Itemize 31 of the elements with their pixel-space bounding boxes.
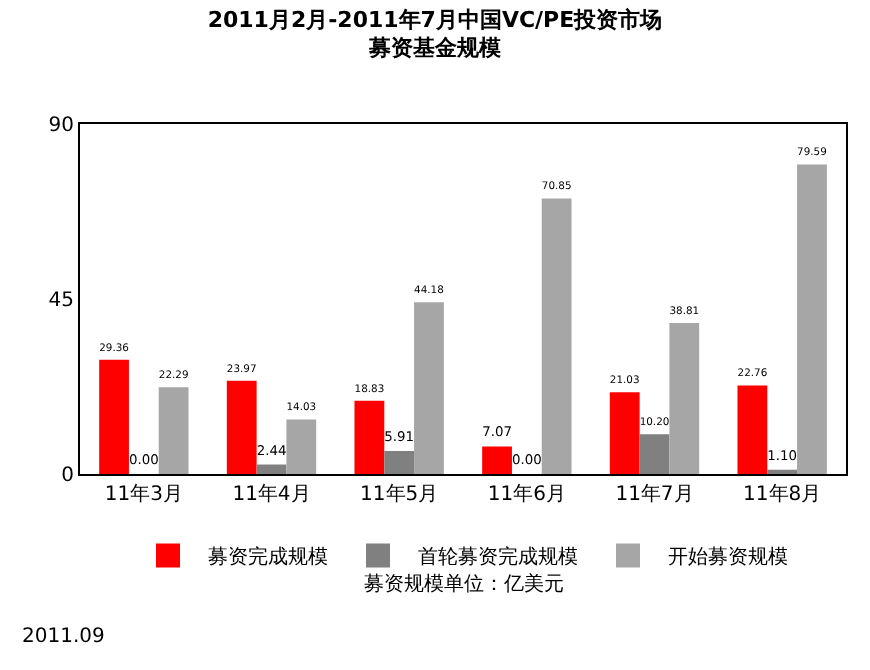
- bar: [99, 359, 129, 474]
- x-tick-label: 11年6月: [487, 482, 566, 506]
- bar: [737, 385, 768, 474]
- legend-label: 开始募资规模: [668, 545, 788, 570]
- bar: [609, 392, 640, 474]
- bar: [797, 164, 827, 474]
- x-tick-label: 11年4月: [232, 482, 311, 506]
- x-tick-label: 11年8月: [743, 482, 822, 506]
- legend-label: 首轮募资完成规模: [418, 545, 578, 570]
- chart-subtitle: 募资基金规模: [367, 35, 503, 62]
- bar: [669, 323, 700, 474]
- x-tick-label: 11年7月: [615, 482, 694, 506]
- text: 募资规模单位：亿美元: [364, 572, 564, 596]
- bar: [384, 451, 415, 474]
- legend-label: 募资完成规模: [208, 545, 328, 570]
- bar: [226, 380, 257, 474]
- x-tick-label: 11年3月: [104, 482, 183, 506]
- bar: [541, 198, 572, 474]
- bar: [286, 419, 317, 474]
- bar: [414, 302, 444, 474]
- bar: [354, 400, 385, 474]
- bar: [158, 387, 189, 474]
- bar: [482, 446, 512, 474]
- x-tick-label: 11年5月: [360, 482, 439, 506]
- bar: [256, 464, 287, 474]
- y-tick-label: 90: [48, 115, 74, 137]
- text: 2011.09: [22, 626, 105, 648]
- chart-title: 2011月2月-2011年7月中国VC/PE投资市场: [207, 6, 663, 33]
- y-tick-label: 45: [48, 290, 74, 312]
- y-tick-label: 0: [61, 465, 74, 487]
- bar: [639, 434, 670, 474]
